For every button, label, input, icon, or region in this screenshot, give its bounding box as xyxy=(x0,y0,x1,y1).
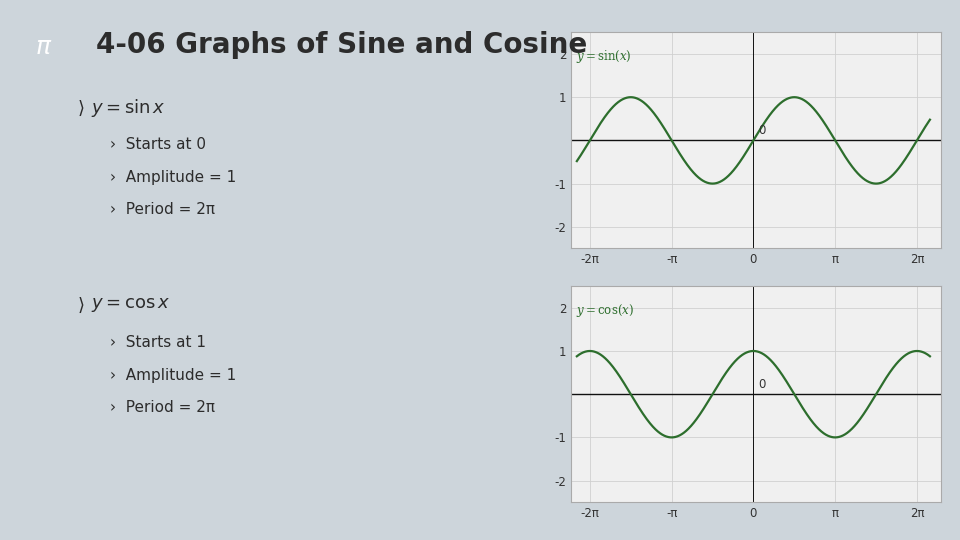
Text: $\pi$: $\pi$ xyxy=(35,35,52,59)
Text: ›  Amplitude = 1: › Amplitude = 1 xyxy=(110,368,237,383)
Text: 0: 0 xyxy=(758,124,765,137)
Text: $y = \sin x$: $y = \sin x$ xyxy=(91,97,166,119)
Text: $y = \sin(x)$: $y = \sin(x)$ xyxy=(576,49,632,65)
Text: $\mathsf{\rangle}$: $\mathsf{\rangle}$ xyxy=(77,295,84,315)
Text: 0: 0 xyxy=(758,378,765,391)
Text: $y = \cos(x)$: $y = \cos(x)$ xyxy=(576,302,635,319)
Text: ›  Starts at 1: › Starts at 1 xyxy=(110,335,206,350)
Text: ›  Period = 2π: › Period = 2π xyxy=(110,202,215,217)
Text: ›  Amplitude = 1: › Amplitude = 1 xyxy=(110,170,237,185)
Text: ›  Period = 2π: › Period = 2π xyxy=(110,400,215,415)
Text: ›  Starts at 0: › Starts at 0 xyxy=(110,137,206,152)
Text: $\mathsf{\rangle}$: $\mathsf{\rangle}$ xyxy=(77,98,84,118)
Text: 4-06 Graphs of Sine and Cosine: 4-06 Graphs of Sine and Cosine xyxy=(96,31,588,59)
Text: $y = \cos x$: $y = \cos x$ xyxy=(91,296,171,314)
